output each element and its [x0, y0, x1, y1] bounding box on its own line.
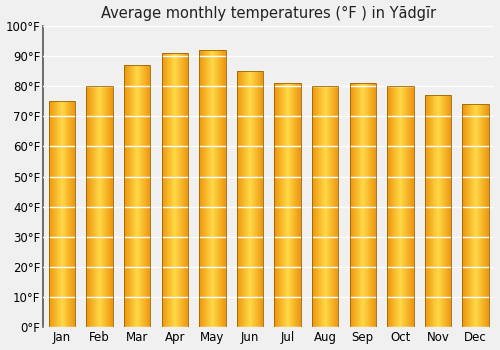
Bar	[274, 83, 300, 327]
Bar	[199, 50, 226, 327]
Bar	[350, 83, 376, 327]
Bar	[124, 65, 150, 327]
Bar	[312, 86, 338, 327]
Bar	[48, 101, 75, 327]
Bar	[237, 71, 263, 327]
Title: Average monthly temperatures (°F ) in Yādgīr: Average monthly temperatures (°F ) in Yā…	[101, 6, 436, 21]
Bar	[162, 53, 188, 327]
Bar	[86, 86, 113, 327]
Bar	[387, 86, 413, 327]
Bar	[425, 95, 451, 327]
Bar	[462, 104, 489, 327]
